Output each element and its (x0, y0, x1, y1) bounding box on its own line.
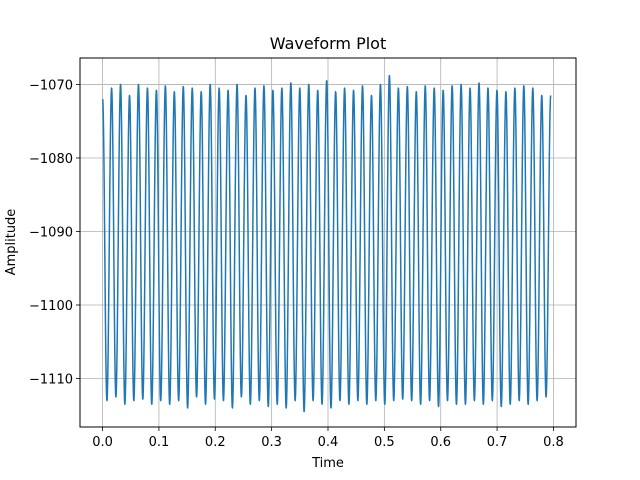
plot-area (101, 74, 552, 413)
x-tick-label: 0.0 (92, 435, 113, 450)
chart-title: Waveform Plot (270, 34, 386, 53)
x-tick-label: 0.4 (318, 435, 339, 450)
x-tick-label: 0.6 (430, 435, 451, 450)
y-tick-label: −1080 (29, 152, 73, 167)
x-tick-label: 0.8 (543, 435, 564, 450)
x-axis-label: Time (311, 456, 344, 471)
x-tick-label: 0.7 (487, 435, 508, 450)
series-line (101, 74, 552, 413)
x-tick-label: 0.3 (261, 435, 282, 450)
y-axis-ticks: −1110 −1100 −1090 −1080 −1070 (29, 78, 80, 387)
x-tick-label: 0.2 (205, 435, 226, 450)
y-tick-label: −1100 (29, 299, 73, 314)
x-tick-label: 0.5 (374, 435, 395, 450)
y-tick-label: −1110 (29, 372, 73, 387)
y-tick-label: −1090 (29, 225, 73, 240)
y-axis-label: Amplitude (4, 209, 19, 276)
x-axis-ticks: 0.0 0.1 0.2 0.3 0.4 0.5 0.6 0.7 0.8 (92, 427, 564, 450)
y-tick-label: −1070 (29, 78, 73, 93)
x-tick-label: 0.1 (149, 435, 170, 450)
